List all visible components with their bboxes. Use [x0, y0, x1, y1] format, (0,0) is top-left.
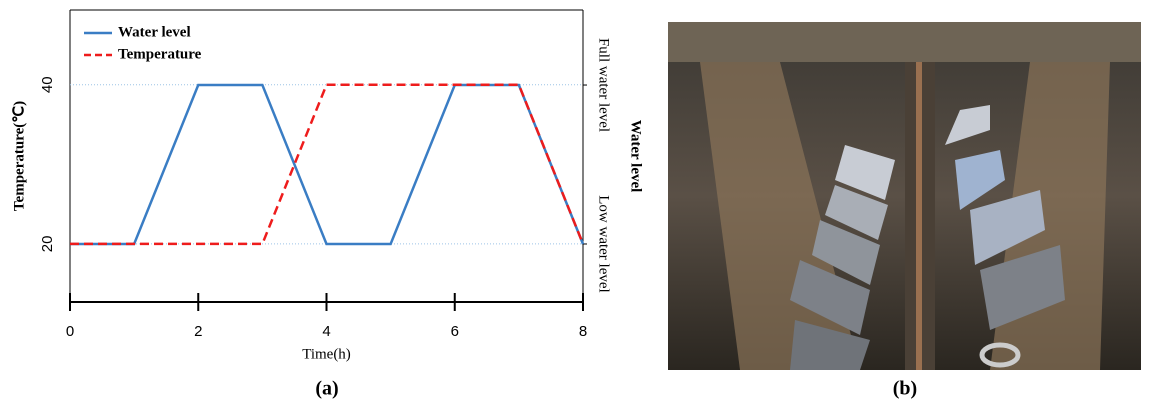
legend-label: Temperature [118, 46, 202, 62]
series-line [70, 85, 583, 244]
x-tick-label: 6 [451, 323, 459, 340]
panel-label: (b) [893, 378, 917, 400]
series-line [70, 85, 583, 244]
x-tick-label: 8 [579, 323, 587, 340]
legend-label: Water level [118, 24, 191, 40]
y2-tick-label: Full water level [596, 38, 612, 132]
panel-label: (a) [315, 378, 338, 400]
y2-tick-label: Low water level [596, 195, 612, 292]
figure: 20 40 Low water level Full water level 0 2 4 6 8… [0, 0, 1155, 411]
y-tick-label: 40 [39, 76, 56, 93]
x-tick-label: 4 [322, 323, 330, 340]
chart: 20 40 Low water level Full water level 0 2 4 6 8… [11, 10, 643, 362]
x-tick-label: 2 [194, 323, 202, 340]
photo [668, 22, 1141, 370]
y-tick-label: 20 [39, 236, 56, 253]
x-tick-label: 0 [66, 323, 74, 340]
x-axis-label: Time(h) [302, 346, 351, 362]
y-axis-label: Temperature(℃) [11, 101, 27, 211]
y2-axis-label: Water level [628, 120, 644, 193]
